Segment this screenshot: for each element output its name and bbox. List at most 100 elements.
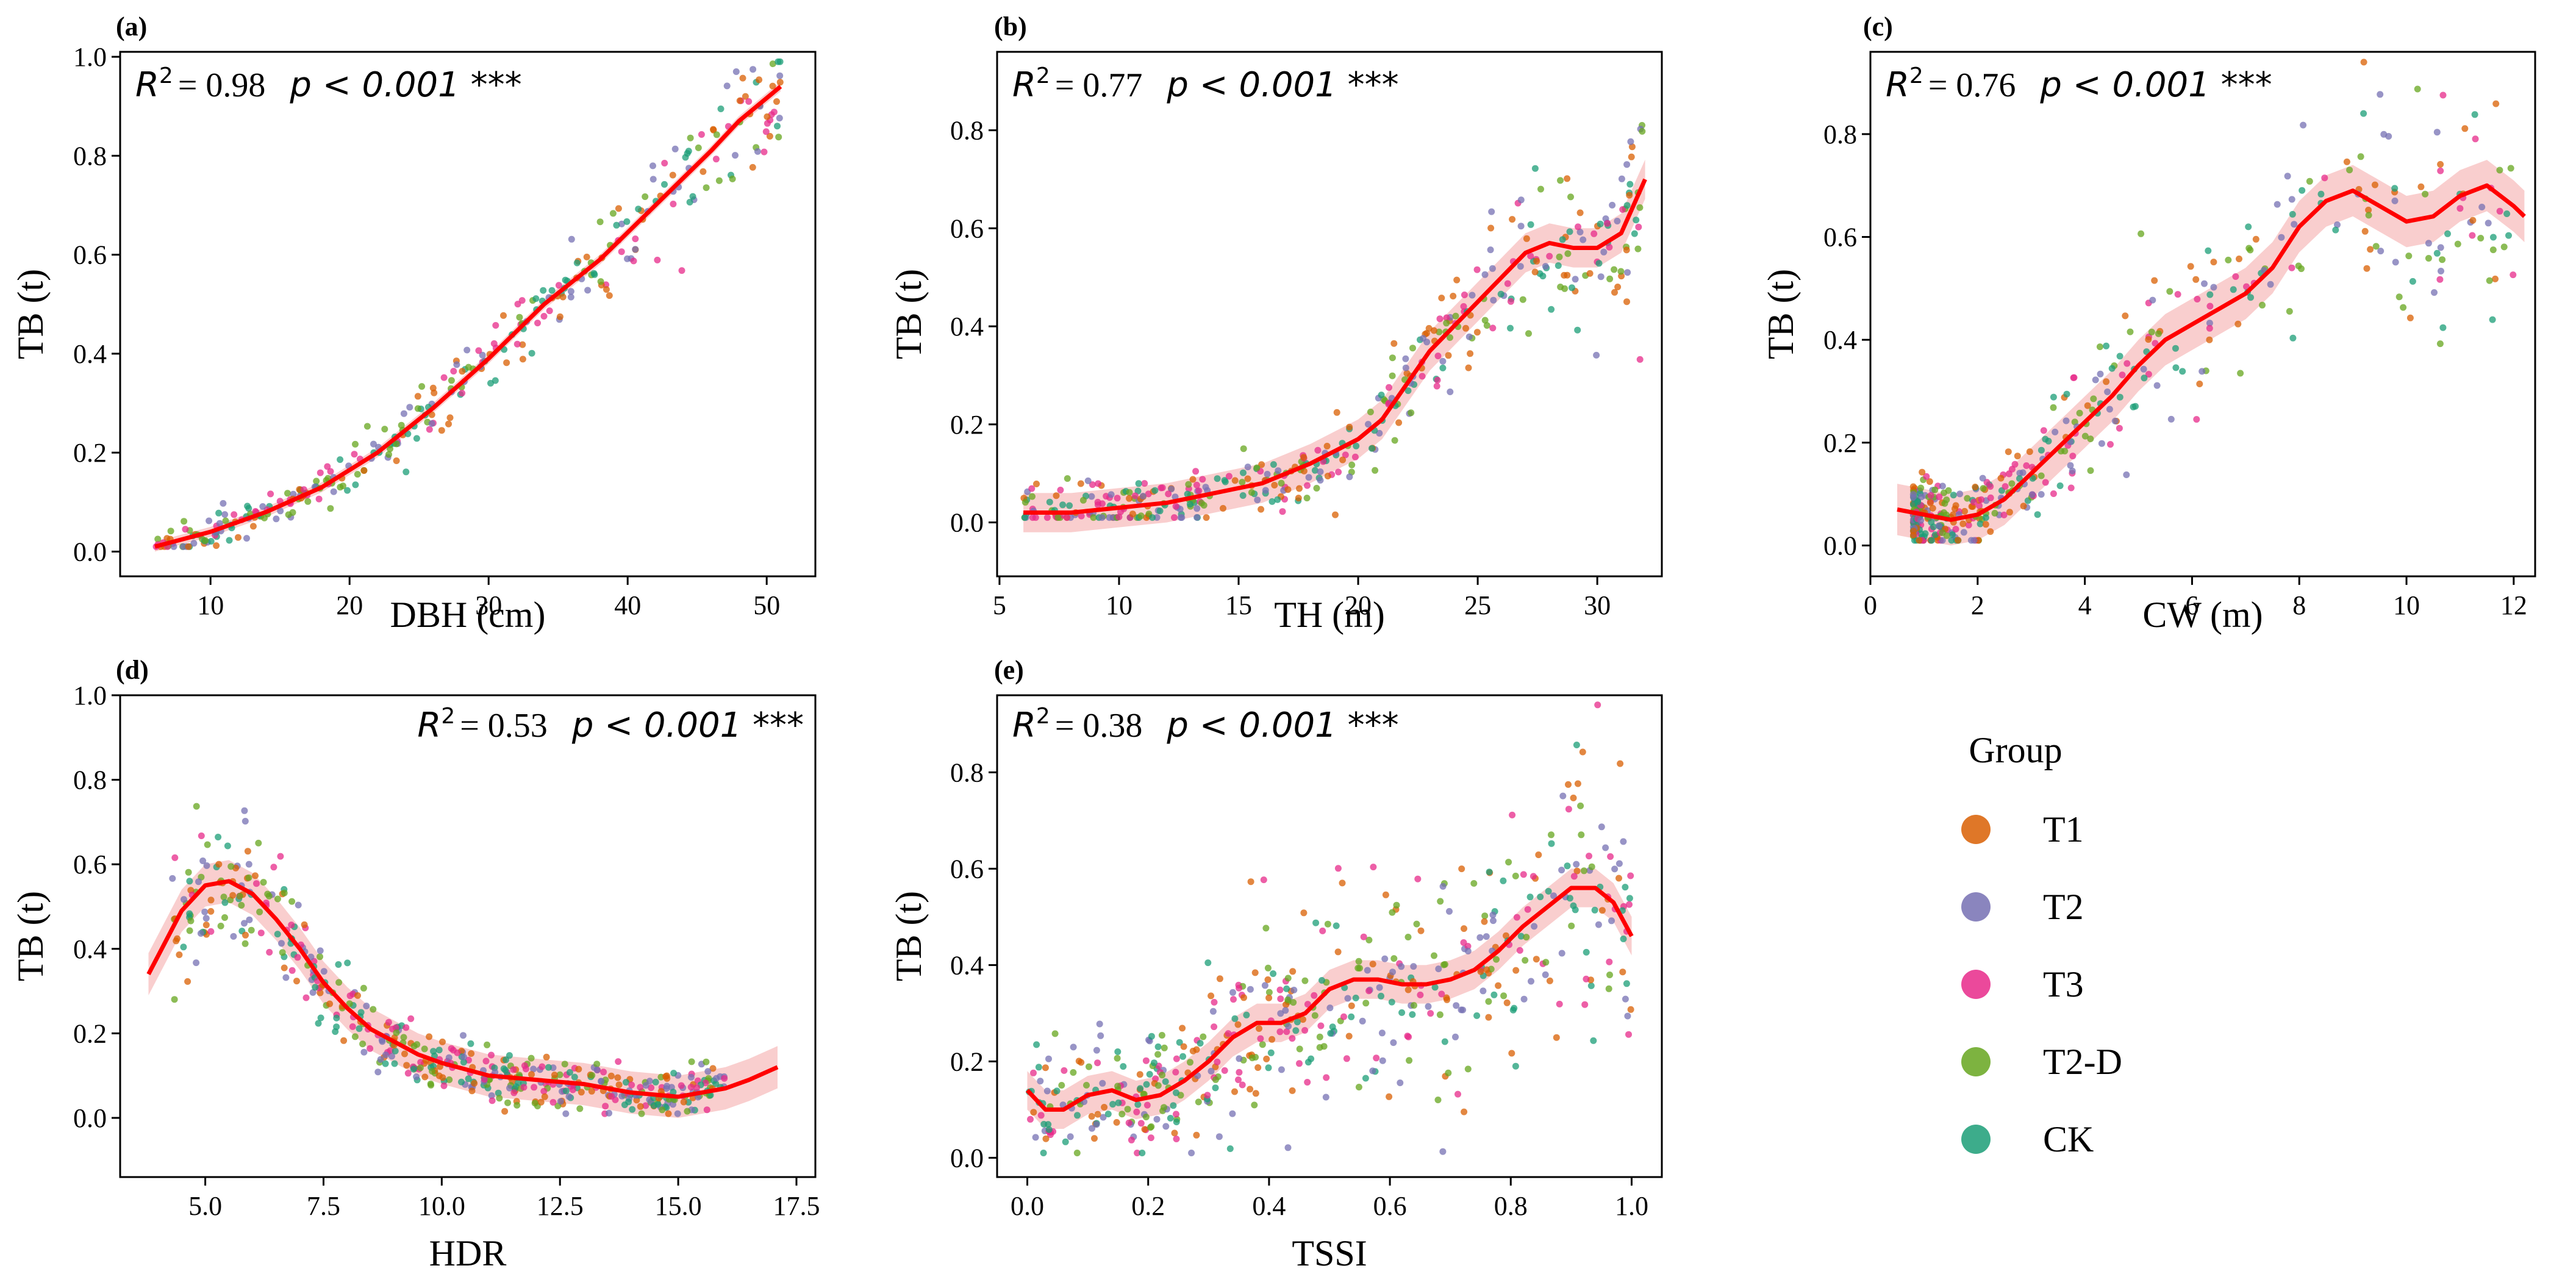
- scatter-point: [169, 875, 176, 882]
- scatter-point: [1263, 1055, 1270, 1062]
- scatter-point: [2485, 220, 2492, 227]
- scatter-point: [1042, 1064, 1049, 1072]
- scatter-point: [2343, 158, 2350, 165]
- scatter-point: [614, 1074, 621, 1081]
- scatter-point: [1278, 479, 1285, 487]
- scatter-point: [1960, 529, 1967, 536]
- scatter-point: [1154, 1043, 1162, 1050]
- scatter-point: [1566, 228, 1573, 235]
- scatter-point: [1211, 1023, 1218, 1031]
- scatter-point: [426, 1033, 433, 1040]
- scatter-point: [1214, 475, 1221, 482]
- scatter-point: [2098, 440, 2105, 447]
- scatter-point: [1247, 1086, 1254, 1093]
- scatter-point: [1987, 528, 1994, 535]
- scatter-point: [2199, 368, 2206, 375]
- scatter-point: [1955, 537, 1961, 544]
- scatter-point: [1614, 218, 1621, 224]
- scatter-point: [1054, 514, 1062, 521]
- scatter-point: [203, 862, 210, 869]
- scatter-point: [1265, 1064, 1272, 1072]
- scatter-point: [1533, 257, 1540, 265]
- scatter-point: [1453, 276, 1461, 284]
- y-axis-title: TB (t): [889, 269, 929, 359]
- scatter-point: [623, 218, 631, 225]
- scatter-point: [745, 98, 753, 105]
- scatter-point: [506, 1084, 513, 1092]
- scatter-point: [1453, 1002, 1460, 1009]
- scatter-point: [1624, 269, 1631, 276]
- panel-b: (b) R2 = 0.77 p < 0.001 *** TH (m) TB (t) …: [889, 12, 1663, 635]
- scatter-point: [274, 895, 281, 903]
- scatter-point: [1483, 933, 1490, 940]
- scatter-point: [1500, 992, 1508, 1000]
- x-tick-label: 30: [475, 590, 502, 620]
- scatter-point: [267, 490, 274, 498]
- scatter-point: [1573, 867, 1581, 875]
- scatter-point: [1512, 872, 1519, 879]
- scatter-point: [1504, 280, 1511, 287]
- scatter-point: [635, 206, 642, 213]
- scatter-point: [404, 1070, 412, 1077]
- scatter-point: [1446, 907, 1453, 915]
- scatter-point: [2300, 121, 2307, 129]
- scatter-point: [1564, 250, 1572, 257]
- scatter-point: [288, 967, 296, 974]
- scatter-point: [2028, 491, 2036, 498]
- scatter-point: [2510, 271, 2517, 279]
- scatter-point: [1289, 968, 1297, 975]
- scatter-point: [1189, 476, 1197, 483]
- scatter-point: [1186, 501, 1193, 508]
- scatter-point: [1365, 421, 1372, 428]
- scatter-point: [1088, 1113, 1095, 1120]
- scatter-point: [417, 1059, 424, 1066]
- scatter-point: [760, 148, 768, 156]
- scatter-point: [1058, 1082, 1065, 1089]
- scatter-point: [295, 901, 302, 909]
- scatter-point: [2067, 484, 2075, 492]
- scatter-point: [313, 478, 320, 485]
- scatter-point: [1395, 419, 1403, 426]
- scatter-point: [2050, 490, 2057, 497]
- scatter-point: [531, 1084, 538, 1091]
- scatter-point: [1253, 464, 1261, 471]
- scatter-point: [2236, 256, 2242, 262]
- scatter-point: [2193, 416, 2200, 423]
- scatter-point: [1980, 485, 1987, 492]
- panel-letter: (a): [116, 12, 147, 41]
- scatter-point: [2155, 330, 2162, 337]
- scatter-point: [1991, 510, 1998, 517]
- scatter-point: [2422, 190, 2429, 198]
- scatter-point: [567, 293, 574, 301]
- x-tick-label: 8: [2292, 590, 2306, 620]
- scatter-point: [1382, 891, 1389, 898]
- scatter-point: [1483, 322, 1490, 329]
- scatter-point: [1409, 1011, 1416, 1018]
- scatter-point: [1982, 521, 1989, 528]
- scatter-point: [1378, 992, 1384, 1000]
- legend-label: T1: [2043, 809, 2084, 850]
- scatter-point: [1450, 293, 1457, 299]
- scatter-point: [652, 1078, 659, 1086]
- scatter-point: [220, 499, 227, 507]
- scatter-point: [1369, 1067, 1376, 1075]
- scatter-point: [729, 175, 736, 182]
- scatter-point: [1965, 521, 1972, 529]
- x-tick-label: 0.4: [1252, 1191, 1286, 1221]
- scatter-point: [1303, 495, 1311, 502]
- scatter-point: [421, 1045, 428, 1053]
- scatter-point: [775, 58, 782, 65]
- scatter-point: [1628, 143, 1636, 151]
- scatter-point: [654, 1101, 662, 1108]
- scatter-point: [615, 1058, 622, 1065]
- scatter-point: [1388, 998, 1395, 1006]
- scatter-point: [1359, 1017, 1366, 1025]
- scatter-point: [1546, 252, 1553, 260]
- x-tick-label: 10: [197, 590, 224, 620]
- scatter-point: [1598, 907, 1606, 914]
- scatter-point: [1556, 1000, 1563, 1008]
- scatter-point: [548, 287, 556, 294]
- scatter-point: [1434, 376, 1441, 384]
- scatter-point: [360, 1048, 368, 1056]
- scatter-point: [1402, 355, 1409, 362]
